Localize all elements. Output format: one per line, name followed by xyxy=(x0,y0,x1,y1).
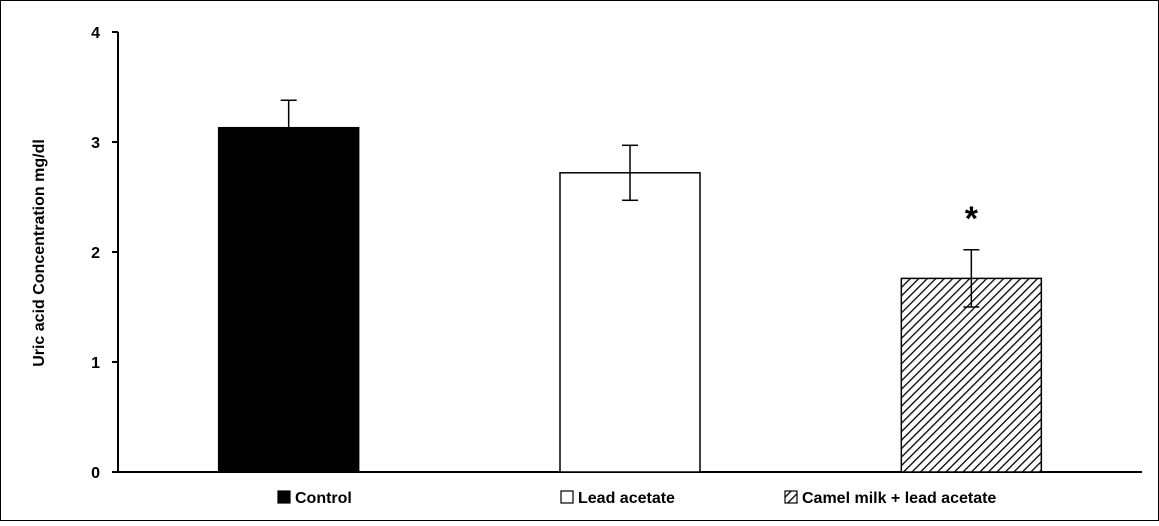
bar xyxy=(217,126,360,473)
legend: Control Lead acetate Camel milk + lead ace… xyxy=(277,490,996,507)
bar xyxy=(900,277,1043,473)
y-tick-label: 1 xyxy=(91,355,100,372)
significance-mark: * xyxy=(965,200,979,238)
y-tick-label: 2 xyxy=(91,245,100,262)
y-tick-label: 4 xyxy=(91,25,100,42)
y-tick-label: 3 xyxy=(91,135,100,152)
legend-swatch xyxy=(277,490,291,504)
y-tick-label: 0 xyxy=(91,465,100,482)
legend-label: Camel milk + lead acetate xyxy=(802,490,996,507)
legend-swatch xyxy=(784,490,798,504)
bar xyxy=(559,172,701,473)
y-axis-title: Uric acid Concentration mg/dl xyxy=(31,139,48,367)
legend-label: Lead acetate xyxy=(578,490,675,507)
plot-area: 0 1 2 3 4 * xyxy=(91,25,1142,482)
legend-swatch xyxy=(560,490,574,504)
legend-label: Control xyxy=(295,490,352,507)
